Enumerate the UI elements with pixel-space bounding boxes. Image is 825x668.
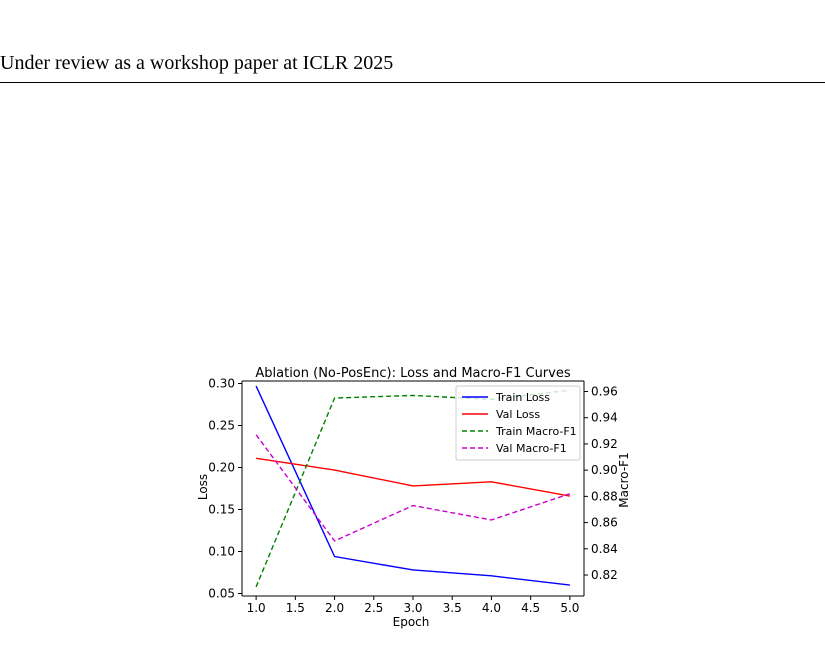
legend: Train Loss Val Loss Train Macro-F1 Val Macr…: [455, 385, 581, 461]
y-tick-label: 0.15: [208, 502, 235, 516]
y2-tick-label: 0.92: [591, 437, 618, 451]
y2-tick-label: 0.86: [591, 516, 618, 530]
x-tick-label: 2.5: [364, 601, 383, 615]
legend-box: [455, 385, 581, 461]
series-line-2: [256, 457, 571, 497]
y2-tick-label: 0.96: [591, 384, 618, 398]
x-tick-label: 3.0: [403, 601, 422, 615]
y-tick-label: 0.20: [208, 461, 235, 475]
legend-label: Train Loss: [495, 391, 550, 404]
y2-tick-label: 0.84: [591, 542, 618, 556]
x-tick-label: 5.0: [560, 601, 579, 615]
y2-tick-label: 0.90: [591, 463, 618, 477]
y2-tick-label: 0.88: [591, 489, 618, 503]
x-tick-label: 4.5: [521, 601, 540, 615]
y-tick-label: 0.25: [208, 419, 235, 433]
x-tick-label: 3.5: [443, 601, 462, 615]
page-header: Under review as a workshop paper at ICLR…: [0, 52, 394, 74]
y2-tick-label: 0.82: [591, 568, 618, 582]
y-axis-label: Loss: [196, 474, 210, 500]
chart-title: Ablation (No-PosEnc): Loss and Macro-F1 …: [255, 366, 570, 381]
y2-axis-label: Macro-F1: [617, 452, 631, 507]
legend-label: Val Macro-F1: [496, 442, 567, 455]
y-tick-label: 0.30: [208, 377, 235, 391]
y-tick-label: 0.05: [208, 586, 235, 600]
axes-layer: 1.0 1.5 2.0 2.5 3.0 3.5 4.0 4.5 5.0 0.05 0.10 0.15 0…: [208, 377, 617, 615]
x-tick-label: 2.0: [325, 601, 344, 615]
header-rule: [0, 82, 825, 83]
series-line-1: [255, 385, 570, 586]
legend-label: Val Loss: [496, 408, 540, 421]
x-tick-label: 4.0: [482, 601, 501, 615]
y-tick-label: 0.10: [208, 544, 235, 558]
x-tick-label: 1.0: [247, 601, 266, 615]
x-tick-label: 1.5: [286, 601, 305, 615]
legend-label: Train Macro-F1: [495, 425, 577, 438]
x-axis-label: Epoch: [393, 615, 430, 629]
y2-tick-label: 0.94: [591, 411, 618, 425]
series-line-4: [255, 434, 571, 542]
